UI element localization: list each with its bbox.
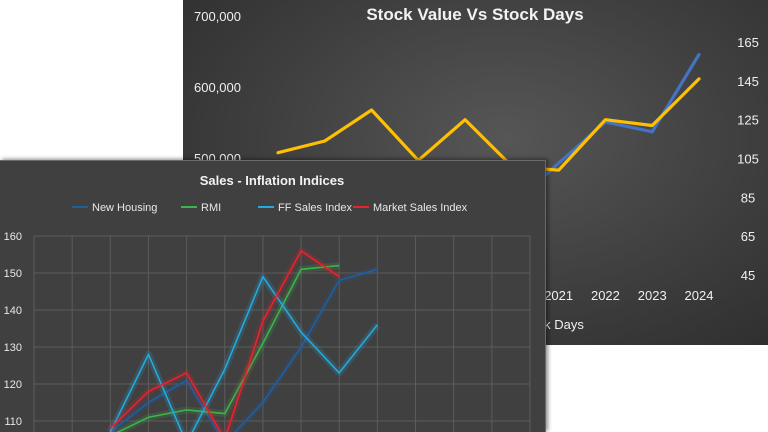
series-line <box>109 268 378 432</box>
x-tick-label: 2021 <box>544 288 573 303</box>
legend-item: FF Sales Index <box>258 202 352 214</box>
chart-title: Sales - Inflation Indices <box>200 173 344 188</box>
legend-item: Market Sales Index <box>353 202 468 214</box>
series-line <box>116 264 340 432</box>
legend-item: RMI <box>181 202 221 214</box>
y-tick-label: 120 <box>4 379 22 391</box>
x-tick-label: 2024 <box>685 288 714 303</box>
sales-inflation-chart-panel: Sales - Inflation Indices New Housing RMI… <box>0 160 546 432</box>
stock-days-line <box>276 77 701 172</box>
y2-tick-label: 145 <box>737 74 759 89</box>
y-tick-label: 150 <box>4 268 22 280</box>
legend-label: New Housing <box>92 202 157 214</box>
y2-tick-label: 45 <box>741 268 755 283</box>
chart-title: Stock Value Vs Stock Days <box>366 5 583 24</box>
legend-label: Market Sales Index <box>373 202 468 214</box>
y-tick-label: 140 <box>4 305 22 317</box>
y-tick-label: 160 <box>4 231 22 243</box>
series-glow <box>107 273 381 432</box>
series-line <box>109 275 379 432</box>
x-tick-label: 2023 <box>638 288 667 303</box>
y-tick-label: 130 <box>4 342 22 354</box>
y-tick-label: 600,000 <box>194 80 241 95</box>
series-line <box>109 250 340 432</box>
sales-inflation-chart: Sales - Inflation Indices New Housing RMI… <box>4 173 531 432</box>
legend-label: RMI <box>201 202 221 214</box>
y2-tick-label: 125 <box>737 113 759 128</box>
y2-tick-label: 65 <box>741 229 755 244</box>
y-tick-label: 700,000 <box>194 9 241 24</box>
series-glow <box>108 265 379 432</box>
y2-tick-label: 165 <box>737 35 759 50</box>
legend-item: New Housing <box>72 202 157 214</box>
legend-label: FF Sales Index <box>278 202 352 214</box>
y2-tick-label: 105 <box>737 152 759 167</box>
y-tick-label: 110 <box>4 416 22 428</box>
y2-tick-label: 85 <box>741 190 755 205</box>
x-tick-label: 2022 <box>591 288 620 303</box>
